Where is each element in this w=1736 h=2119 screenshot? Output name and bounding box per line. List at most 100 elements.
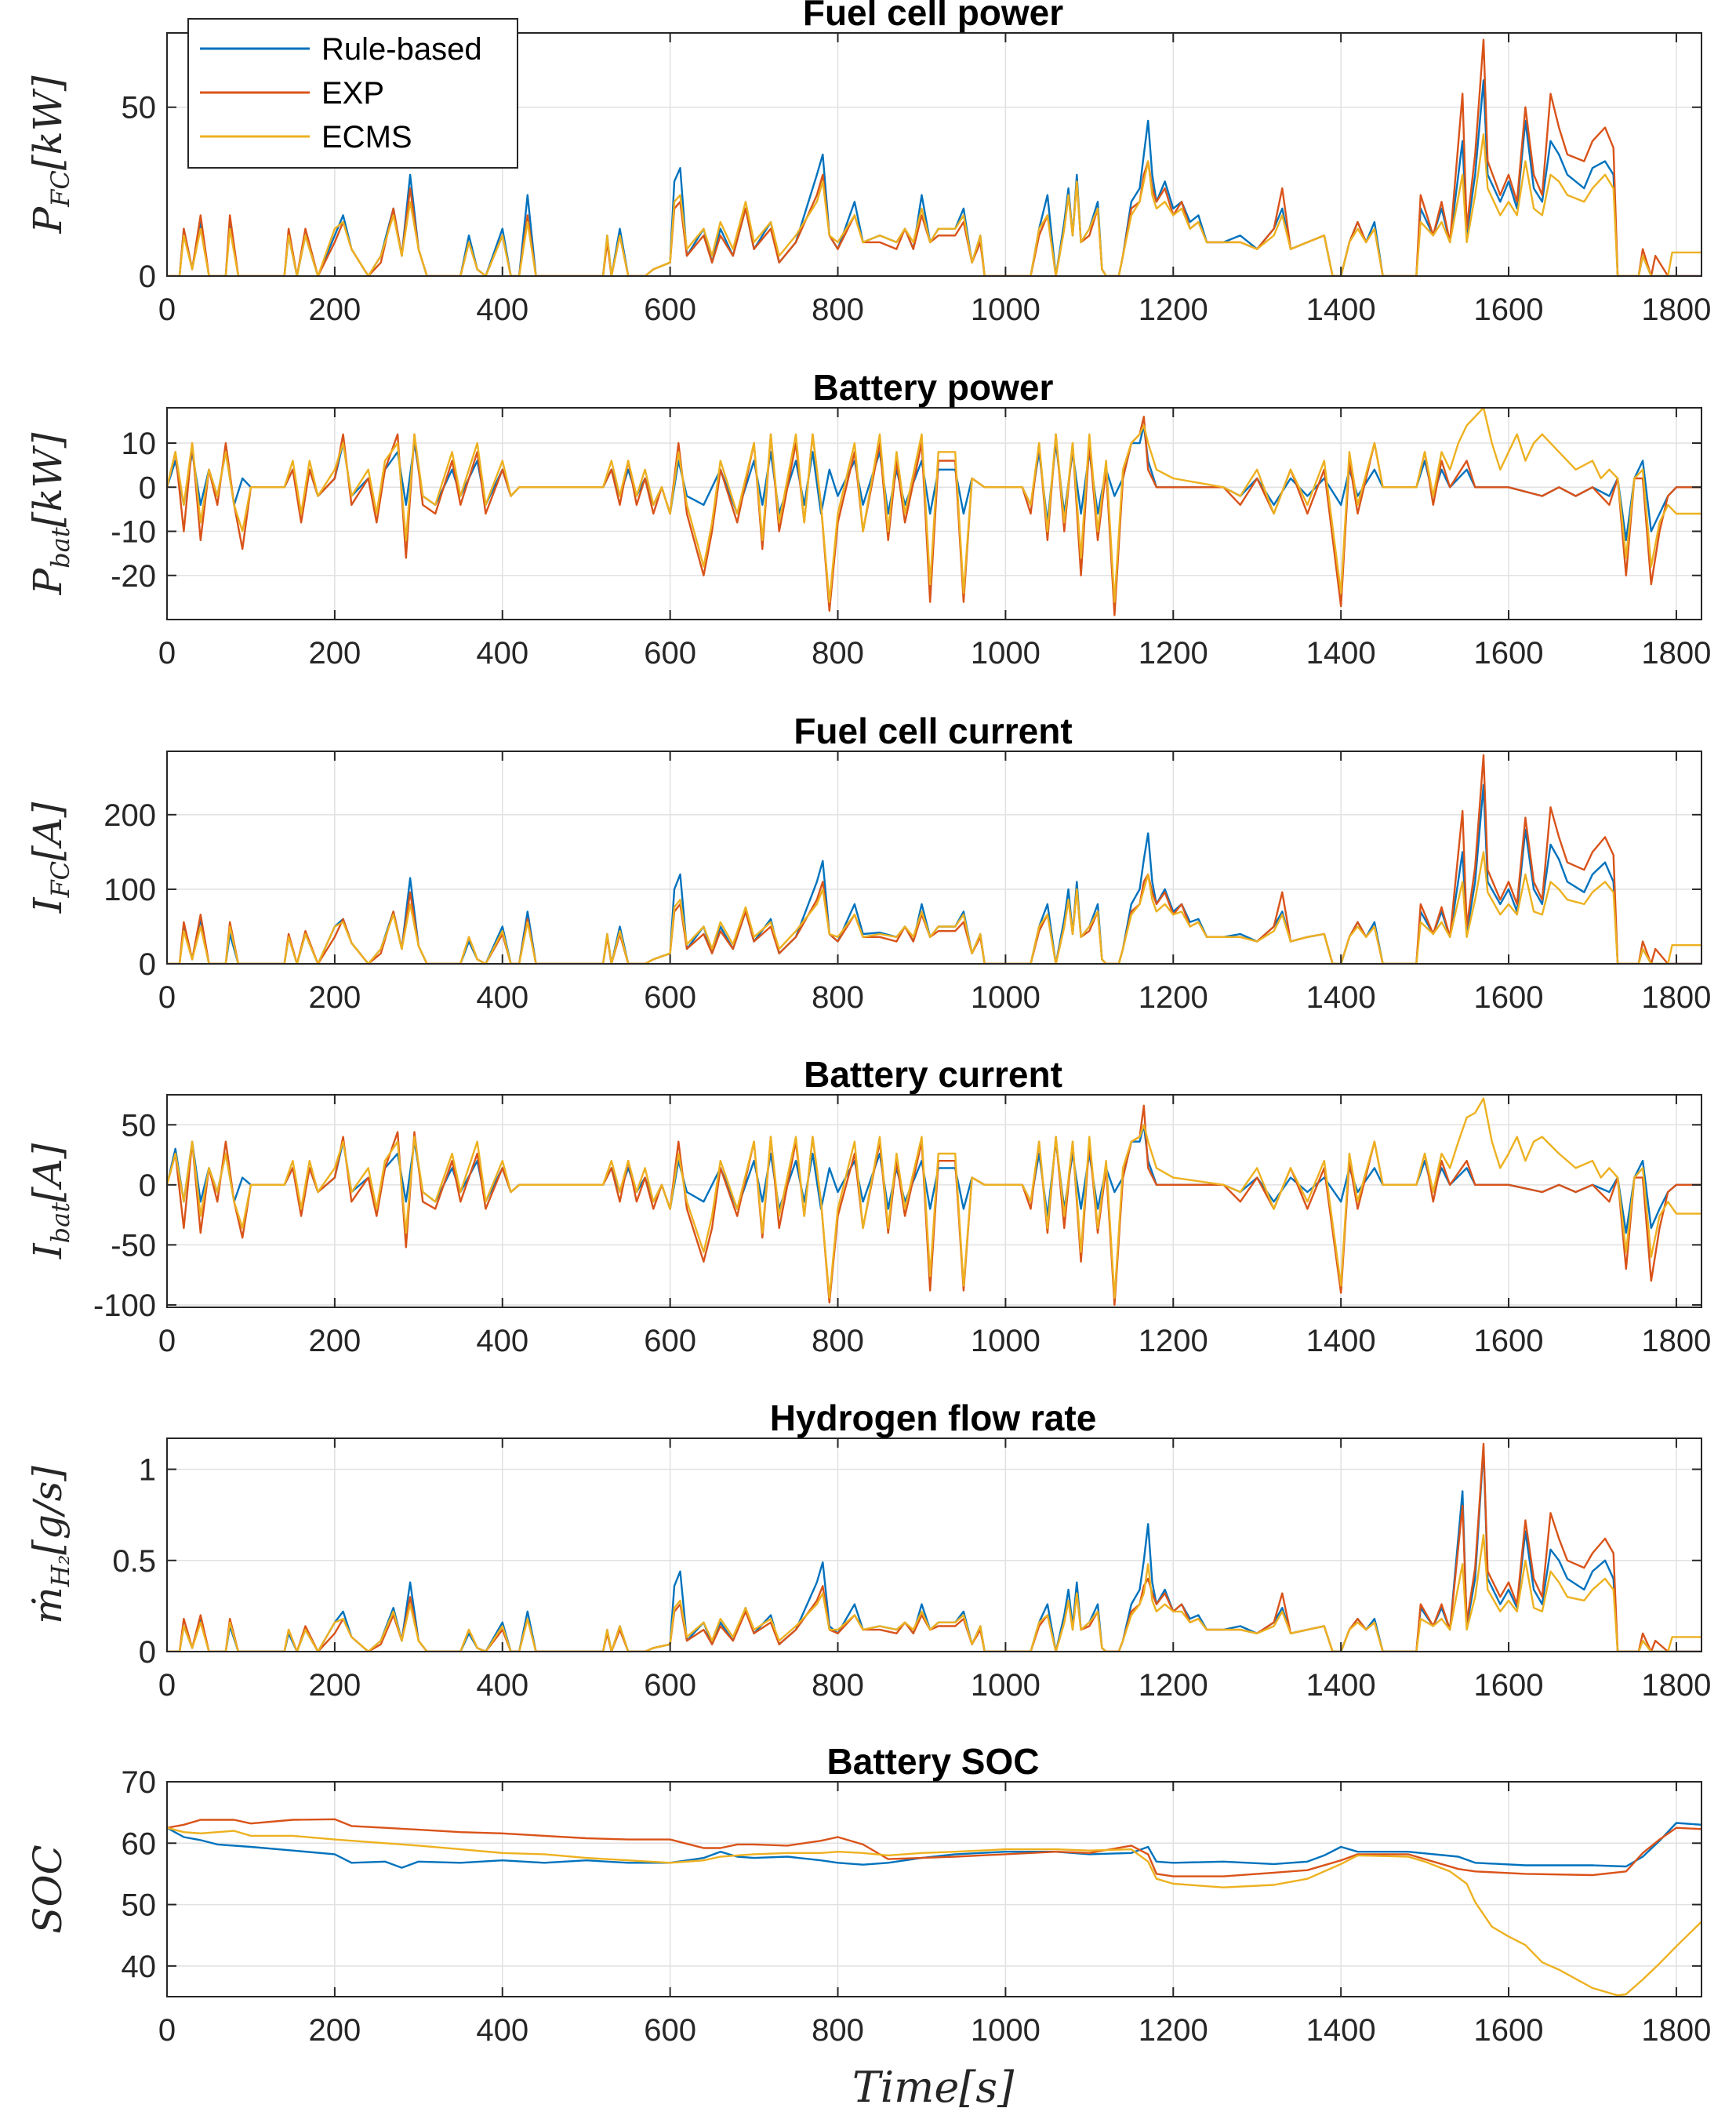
y-axis-label-unit: [A]	[25, 801, 71, 861]
legend-label-rule-based: Rule-based	[321, 32, 482, 67]
plot-area	[166, 1781, 1702, 1997]
subplot-4: 0 200 400 600 800 1000 1200 1400 1600 1800 -100 -50…	[25, 1054, 1711, 1358]
y-tick-label: -100	[93, 1288, 156, 1323]
y-tick-label: 50	[122, 1888, 157, 1923]
y-axis-label-unit: [kW]	[25, 75, 71, 170]
x-tick-label: 0	[158, 1668, 176, 1703]
x-tick-label: 1200	[1139, 1324, 1208, 1358]
x-tick-label: 1400	[1306, 1668, 1376, 1703]
y-axis-label: PFC[kW]	[25, 75, 75, 234]
legend-label-ecms: ECMS	[321, 120, 412, 154]
x-tick-label: 0	[158, 293, 176, 327]
series-line-rule-based	[167, 1822, 1701, 1869]
x-tick-label: 1600	[1474, 636, 1544, 671]
subplot-2: 0 200 400 600 800 1000 1200 1400 1600 1800 -20 -10 0…	[25, 367, 1711, 671]
x-tick-label: 1600	[1474, 1668, 1544, 1703]
x-tick-label: 1000	[971, 980, 1041, 1015]
y-axis-label: SOC	[25, 1845, 71, 1934]
chart-title: Fuel cell power	[803, 0, 1063, 33]
x-tick-label: 800	[812, 980, 864, 1015]
chart-title: Battery current	[804, 1054, 1062, 1095]
series-line-exp	[167, 1442, 1701, 1652]
x-tick-label: 400	[476, 980, 528, 1015]
x-tick-label: 1600	[1474, 980, 1544, 1015]
x-tick-label: 600	[644, 980, 696, 1015]
y-tick-label: 1	[139, 1453, 156, 1488]
x-tick-label: 0	[158, 980, 176, 1015]
y-axis-label-main: P	[25, 206, 71, 234]
y-axis-label-subscript: bat	[45, 1202, 75, 1244]
y-tick-label: 0	[139, 260, 156, 294]
series-line-ecms	[167, 1534, 1701, 1652]
axes-frame	[166, 1438, 1702, 1652]
x-tick-label: 200	[309, 293, 361, 327]
x-tick-label: 1400	[1306, 636, 1376, 671]
x-tick-label: 1200	[1139, 2013, 1208, 2048]
x-tick-label: 1800	[1641, 1324, 1711, 1358]
x-tick-label: 1600	[1474, 1324, 1544, 1358]
y-axis-label: Ibat[A]	[25, 1143, 75, 1259]
x-axis-label: Time[s]	[852, 2063, 1015, 2112]
series-line-exp	[167, 1818, 1701, 1877]
x-tick-label: 1800	[1641, 636, 1711, 671]
y-axis-label-main: SOC	[25, 1845, 71, 1934]
y-tick-label: 50	[122, 91, 157, 125]
x-tick-label: 200	[309, 980, 361, 1015]
series-line-ecms	[167, 851, 1701, 964]
x-tick-label: 1800	[1641, 1668, 1711, 1703]
x-tick-label: 1200	[1139, 980, 1208, 1015]
y-axis-label-subscript: FC	[45, 170, 75, 208]
x-tick-label: 400	[476, 636, 528, 671]
x-tick-label: 400	[476, 1668, 528, 1703]
x-tick-label: 1600	[1474, 293, 1544, 327]
x-tick-label: 1000	[971, 293, 1041, 327]
y-axis-label: ṁH₂[g/s]	[25, 1466, 75, 1624]
x-tick-label: 1000	[971, 636, 1041, 671]
axes-frame	[166, 32, 1702, 277]
x-tick-label: 800	[812, 636, 864, 671]
series-line-ecms	[167, 408, 1701, 603]
y-tick-label: -20	[111, 559, 156, 594]
y-axis-label-subscript: H₂	[45, 1555, 75, 1588]
y-axis-label-unit: [A]	[25, 1143, 71, 1202]
chart-title: Fuel cell current	[794, 711, 1072, 751]
y-axis-label-main: I	[25, 896, 71, 914]
x-tick-label: 800	[812, 1324, 864, 1358]
x-tick-label: 0	[158, 2013, 176, 2048]
x-tick-label: 400	[476, 293, 528, 327]
y-tick-label: 50	[122, 1108, 157, 1143]
x-tick-label: 600	[644, 1668, 696, 1703]
x-tick-label: 1400	[1306, 980, 1376, 1015]
x-tick-label: 1400	[1306, 2013, 1376, 2048]
axes-frame	[166, 407, 1702, 620]
y-axis-label: Pbat[kW]	[25, 432, 75, 595]
x-tick-label: 800	[812, 293, 864, 327]
legend-label-exp: EXP	[321, 76, 384, 111]
series-line-ecms	[167, 133, 1701, 276]
series-line-rule-based	[167, 783, 1701, 964]
y-axis-label: IFC[A]	[25, 801, 75, 914]
axes-frame	[166, 1094, 1702, 1308]
subplot-3: 0 200 400 600 800 1000 1200 1400 1600 1800 0 100 200…	[25, 711, 1711, 1015]
x-tick-label: 0	[158, 1324, 176, 1358]
y-tick-label: 70	[122, 1765, 157, 1800]
y-axis-label-main: ṁ	[25, 1587, 71, 1623]
x-tick-label: 1200	[1139, 636, 1208, 671]
y-axis-label-unit: [g/s]	[25, 1466, 71, 1555]
y-axis-label-subscript: FC	[45, 861, 75, 899]
axes-frame	[166, 1781, 1702, 1997]
x-tick-label: 1000	[971, 1324, 1041, 1358]
x-tick-label: 600	[644, 2013, 696, 2048]
x-tick-label: 1600	[1474, 2013, 1544, 2048]
x-tick-label: 1800	[1641, 2013, 1711, 2048]
x-tick-label: 200	[309, 2013, 361, 2048]
x-tick-label: 0	[158, 636, 176, 671]
x-tick-label: 200	[309, 636, 361, 671]
x-tick-label: 1800	[1641, 293, 1711, 327]
y-tick-label: -10	[111, 515, 156, 550]
x-tick-label: 200	[309, 1324, 361, 1358]
series-line-exp	[167, 754, 1701, 964]
y-axis-label-main: I	[25, 1242, 71, 1259]
y-tick-label: 60	[122, 1826, 157, 1861]
